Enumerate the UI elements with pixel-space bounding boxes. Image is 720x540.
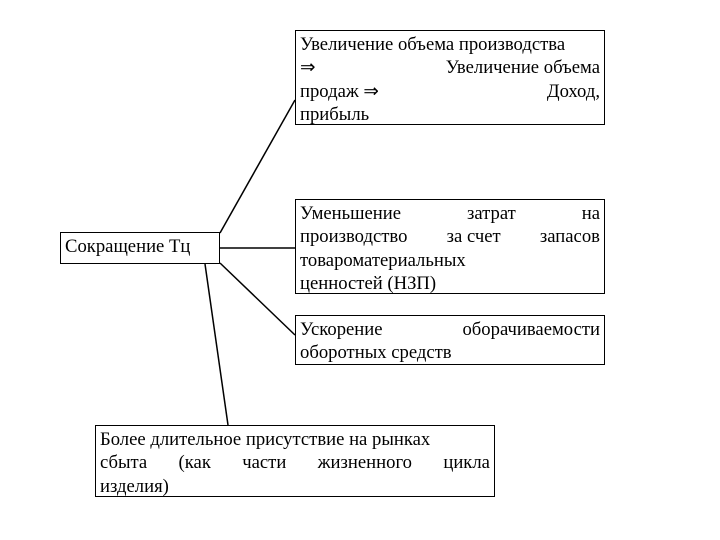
node-top-line3-left: продаж ⇒	[300, 80, 379, 103]
node-mid-l3: товароматериальных	[300, 249, 600, 272]
node-top: Увеличение объема производства ⇒ Увеличе…	[295, 30, 605, 125]
edge-source-top	[220, 100, 295, 233]
node-mid-l1b: затрат	[467, 202, 516, 225]
edge-source-low	[220, 263, 295, 335]
node-low: Ускорение оборачиваемости оборотных сред…	[295, 315, 605, 365]
node-top-line3-right: Доход,	[547, 80, 600, 103]
node-bottom-l2a: сбыта	[100, 451, 147, 474]
node-top-line1: Увеличение объема производства	[300, 33, 600, 56]
node-bottom-l1: Более длительное присутствие на рынках	[100, 428, 490, 451]
node-mid-l2c: запасов	[540, 225, 600, 248]
node-mid: Уменьшение затрат на производство за сче…	[295, 199, 605, 294]
node-bottom: Более длительное присутствие на рынках с…	[95, 425, 495, 497]
node-bottom-l2b: (как	[179, 451, 211, 474]
node-source-label: Сокращение Тц	[65, 236, 190, 257]
node-mid-l1c: на	[582, 202, 600, 225]
node-source: Сокращение Тц	[60, 232, 220, 264]
node-low-l2: оборотных средств	[300, 341, 600, 364]
node-low-l1b: оборачиваемости	[462, 318, 600, 341]
node-bottom-l2c: части	[242, 451, 286, 474]
node-top-line2-right: Увеличение объема	[446, 56, 600, 79]
node-low-l1a: Ускорение	[300, 318, 383, 341]
node-bottom-l2e: цикла	[443, 451, 490, 474]
diagram-canvas: Сокращение Тц Увеличение объема производ…	[0, 0, 720, 540]
node-mid-l2b: за счет	[447, 225, 501, 248]
node-top-line4: прибыль	[300, 103, 600, 126]
node-bottom-l3: изделия)	[100, 475, 490, 498]
node-mid-l4: ценностей (НЗП)	[300, 272, 600, 295]
node-mid-l2a: производство	[300, 225, 407, 248]
node-bottom-l2d: жизненного	[318, 451, 412, 474]
node-mid-l1a: Уменьшение	[300, 202, 401, 225]
edge-source-bottom	[205, 264, 228, 425]
arrow-icon: ⇒	[300, 56, 316, 79]
